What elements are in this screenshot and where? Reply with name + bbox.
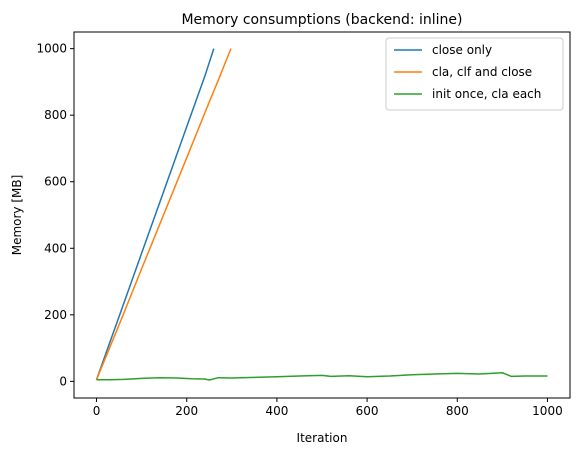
legend: close only cla, clf and close init once, c… bbox=[385, 37, 564, 111]
y-tick-label: 800 bbox=[44, 108, 67, 122]
legend-box bbox=[385, 37, 564, 111]
y-tick-label: 600 bbox=[44, 175, 67, 189]
series-line-3 bbox=[96, 371, 548, 381]
chart-title: Memory consumptions (backend: inline) bbox=[181, 12, 462, 28]
y-tick-label: 0 bbox=[59, 374, 67, 388]
y-axis: 0 200 400 600 800 1000 bbox=[36, 42, 74, 388]
axes-frame bbox=[73, 31, 571, 399]
series-line-1 bbox=[95, 48, 215, 380]
y-tick-label: 400 bbox=[44, 241, 67, 255]
y-tick-label: 200 bbox=[44, 308, 67, 322]
x-tick-label: 1000 bbox=[532, 404, 563, 418]
series-line-2 bbox=[95, 48, 232, 380]
y-axis-label: Memory [MB] bbox=[10, 175, 24, 256]
x-tick-label: 0 bbox=[93, 404, 101, 418]
x-axis: 0 200 400 600 800 1000 bbox=[93, 398, 563, 418]
x-axis-label: Iteration bbox=[297, 431, 348, 445]
legend-label: close only bbox=[432, 43, 492, 57]
x-tick-label: 600 bbox=[356, 404, 379, 418]
legend-label: init once, cla each bbox=[432, 87, 541, 101]
x-tick-label: 200 bbox=[175, 404, 198, 418]
y-tick-label: 1000 bbox=[36, 42, 67, 56]
x-tick-label: 400 bbox=[265, 404, 288, 418]
plot-area bbox=[95, 48, 548, 381]
legend-label: cla, clf and close bbox=[432, 65, 532, 79]
x-tick-label: 800 bbox=[446, 404, 469, 418]
